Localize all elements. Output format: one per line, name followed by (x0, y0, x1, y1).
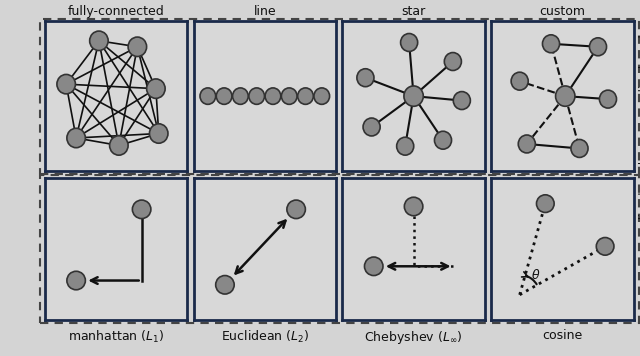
Circle shape (232, 88, 248, 104)
Circle shape (249, 88, 264, 104)
Circle shape (147, 79, 165, 98)
Circle shape (444, 53, 461, 70)
Text: $\theta$: $\theta$ (531, 268, 540, 282)
Circle shape (216, 88, 232, 104)
Circle shape (404, 86, 423, 106)
Circle shape (556, 86, 575, 106)
Circle shape (298, 88, 314, 104)
Text: encoding-based: encoding-based (638, 160, 640, 249)
Circle shape (435, 131, 452, 149)
Circle shape (67, 271, 85, 290)
Circle shape (600, 90, 616, 108)
Circle shape (511, 72, 528, 90)
Text: cosine: cosine (542, 329, 582, 342)
Circle shape (571, 140, 588, 157)
Text: manhattan ($L_1$): manhattan ($L_1$) (68, 329, 164, 345)
Circle shape (357, 69, 374, 87)
Circle shape (287, 200, 305, 219)
Circle shape (543, 35, 559, 53)
Circle shape (132, 200, 151, 219)
Text: custom: custom (540, 5, 586, 18)
Text: star: star (401, 5, 426, 18)
Circle shape (518, 135, 535, 153)
Circle shape (401, 33, 418, 52)
Circle shape (397, 137, 413, 155)
Circle shape (314, 88, 330, 104)
Text: line: line (253, 5, 276, 18)
Text: Chebyshev ($L_{\infty}$): Chebyshev ($L_{\infty}$) (364, 329, 463, 346)
Circle shape (363, 118, 380, 136)
Text: Euclidean ($L_2$): Euclidean ($L_2$) (221, 329, 309, 345)
Circle shape (200, 88, 216, 104)
Circle shape (536, 195, 554, 213)
Circle shape (364, 257, 383, 276)
Circle shape (150, 124, 168, 143)
Circle shape (265, 88, 281, 104)
Circle shape (596, 237, 614, 255)
Circle shape (404, 197, 423, 216)
Text: slice-based: slice-based (638, 33, 640, 96)
Circle shape (589, 38, 607, 56)
Circle shape (109, 136, 128, 155)
Text: fully-connected: fully-connected (68, 5, 164, 18)
Circle shape (90, 31, 108, 51)
Circle shape (57, 74, 76, 94)
Circle shape (67, 128, 85, 148)
Circle shape (216, 276, 234, 294)
Circle shape (453, 91, 470, 110)
Circle shape (128, 37, 147, 57)
Circle shape (282, 88, 297, 104)
